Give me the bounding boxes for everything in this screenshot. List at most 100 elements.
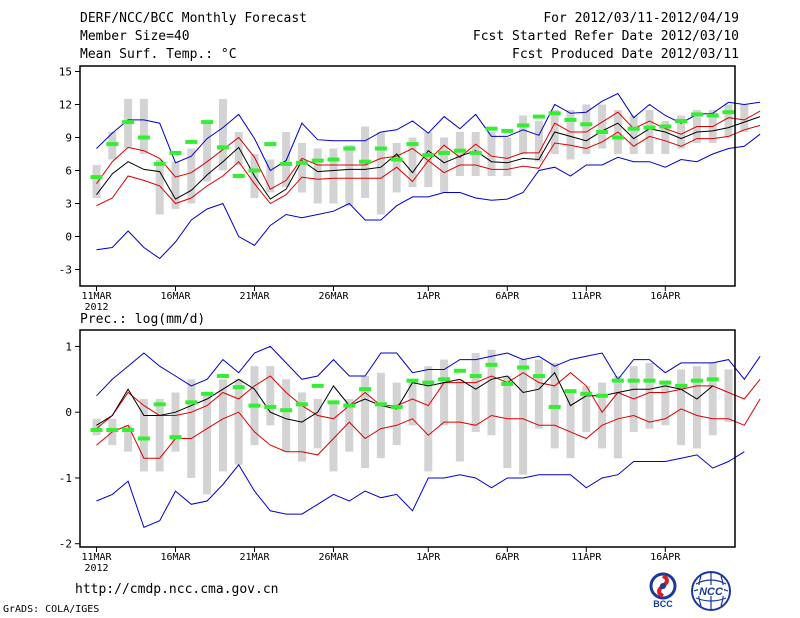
spread-box — [392, 382, 401, 446]
spread-box — [566, 392, 575, 459]
x-tick-label: 6APR — [495, 291, 520, 302]
climate-mark — [232, 174, 245, 178]
climate-mark — [501, 128, 514, 133]
climate-mark — [327, 157, 340, 162]
y-tick-label: 0 — [65, 231, 72, 244]
y-tick-label: 12 — [59, 99, 72, 112]
bcc-logo-text: BCC — [653, 599, 673, 609]
spread-box — [487, 132, 496, 176]
climate-mark — [374, 402, 387, 407]
series-line-upper — [96, 372, 761, 429]
climate-mark — [675, 119, 688, 123]
spread-box — [203, 392, 212, 495]
spread-box — [155, 399, 164, 472]
climate-mark — [216, 374, 229, 379]
climate-mark — [169, 150, 182, 155]
climate-mark — [564, 389, 577, 394]
y-tick-label: 15 — [59, 66, 72, 79]
climate-mark — [532, 114, 545, 119]
spread-box — [329, 148, 338, 204]
climate-mark — [374, 146, 387, 151]
climate-mark — [627, 378, 640, 383]
spread-box — [708, 362, 717, 436]
spread-box — [692, 366, 701, 449]
spread-box — [598, 104, 607, 149]
spread-box — [218, 379, 227, 472]
spread-box — [566, 110, 575, 160]
spread-box — [661, 121, 670, 154]
spread-box — [266, 366, 275, 426]
climate-mark — [517, 123, 530, 128]
climate-mark — [469, 150, 482, 155]
spread-box — [376, 132, 385, 215]
spread-box — [503, 137, 512, 176]
climate-mark — [106, 427, 119, 432]
climate-mark — [690, 112, 703, 117]
spread-box — [203, 121, 212, 182]
x-tick-label: 6APR — [495, 552, 520, 563]
x-year-label: 2012 — [84, 563, 108, 574]
forecast-period: For 2012/03/11-2012/04/19 — [543, 11, 739, 26]
climate-mark — [343, 146, 356, 151]
spread-box — [313, 148, 322, 204]
spread-box — [171, 392, 180, 452]
variable-label: Mean Surf. Temp.: °C — [80, 47, 237, 62]
spread-box — [345, 399, 354, 452]
spread-box — [408, 379, 417, 426]
climate-mark — [659, 380, 672, 385]
climate-mark — [517, 365, 530, 370]
x-tick-label: 26MAR — [318, 291, 349, 302]
climate-mark — [643, 378, 656, 383]
spread-box — [598, 382, 607, 449]
climate-mark — [627, 126, 640, 131]
spread-box — [487, 349, 496, 436]
climate-mark — [327, 400, 340, 405]
spread-box — [92, 165, 101, 198]
source-url[interactable]: http://cmdp.ncc.cma.gov.cn — [75, 582, 279, 597]
climate-mark — [280, 161, 293, 166]
spread-box — [424, 132, 433, 187]
y-tick-label: 0 — [65, 406, 72, 419]
spread-box — [139, 99, 148, 154]
spread-box — [440, 359, 449, 426]
spread-box — [139, 399, 148, 472]
spread-box — [155, 159, 164, 215]
climate-mark — [185, 400, 198, 405]
climate-mark — [295, 402, 308, 407]
spread-box — [234, 379, 243, 465]
climate-mark — [548, 111, 561, 116]
spread-box — [234, 132, 243, 165]
climate-mark — [453, 368, 466, 373]
x-tick-label: 11APR — [571, 291, 602, 302]
climate-mark — [343, 403, 356, 408]
spread-box — [282, 379, 291, 452]
spread-box — [408, 137, 417, 187]
climate-mark — [390, 157, 403, 162]
climate-mark — [438, 377, 451, 382]
plot-frame — [79, 329, 736, 548]
ncc-logo-text: NCC — [699, 586, 724, 598]
climate-mark — [501, 381, 514, 386]
x-tick-label: 16APR — [650, 552, 681, 563]
spread-box — [471, 353, 480, 432]
climate-mark — [706, 377, 719, 382]
climate-mark — [216, 145, 229, 150]
climate-mark — [359, 387, 372, 392]
climate-mark — [675, 383, 688, 388]
panel-temperature: -3 0 3 6 9 12 15 11MAR 16MAR 21MAR 26MAR 1APR 6APR 11… — [59, 65, 761, 313]
member-size-label: Member Size=40 — [80, 29, 190, 44]
climate-mark — [201, 391, 214, 396]
y-tick-label: 6 — [65, 165, 72, 178]
climate-mark — [311, 158, 324, 163]
spread-box — [455, 379, 464, 462]
x-tick-label: 11MAR — [81, 291, 112, 302]
spread-box — [313, 399, 322, 449]
y-tick-label: 9 — [65, 132, 72, 145]
climate-mark — [485, 362, 498, 367]
climate-mark — [422, 380, 435, 385]
climate-mark — [153, 402, 166, 407]
climate-mark — [264, 404, 277, 409]
spread-box — [677, 115, 686, 149]
panel-precipitation: Prec.: log(mm/d) -2 -1 0 1 11MAR 16MAR 21MAR 26M… — [59, 312, 761, 574]
